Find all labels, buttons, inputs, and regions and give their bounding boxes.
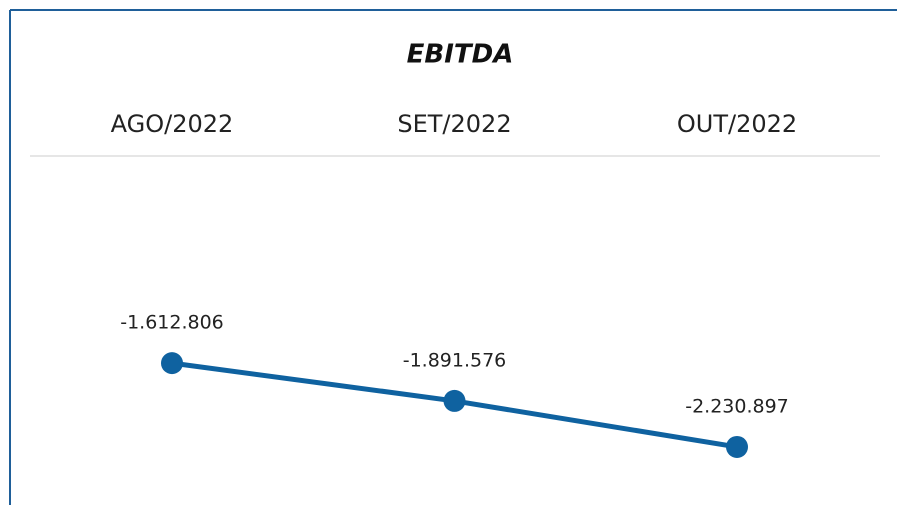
marker <box>161 352 183 375</box>
data-label: -2.230.897 <box>685 395 789 417</box>
chart-title: EBITDA <box>407 40 514 70</box>
marker <box>726 435 748 458</box>
data-label: -1.612.806 <box>120 312 224 334</box>
x-tick-label: OUT/2022 <box>677 110 797 138</box>
marker <box>443 389 466 412</box>
data-label: -1.891.576 <box>403 349 507 371</box>
x-tick-label: AGO/2022 <box>111 110 234 138</box>
x-tick-label: SET/2022 <box>397 110 511 138</box>
